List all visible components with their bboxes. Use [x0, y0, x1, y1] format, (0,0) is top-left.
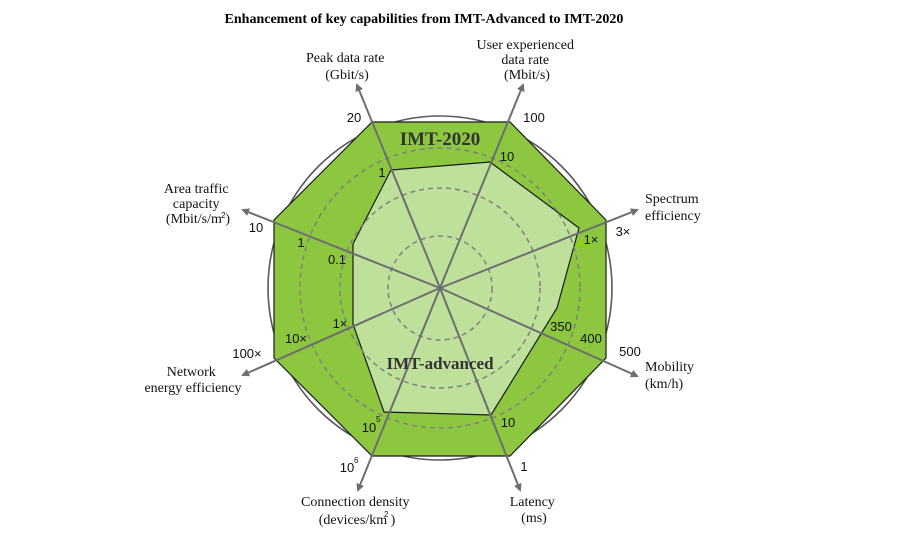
- imt-2020-label: IMT-2020: [400, 129, 481, 150]
- dashed-ring-middle: [339, 187, 541, 389]
- dashed-ring-outer: [299, 147, 581, 429]
- axis-user-experienced-data-rate: [439, 83, 525, 289]
- axis-mobility: [439, 287, 639, 378]
- tick-latency-imt-advanced: 10: [501, 415, 515, 430]
- tick-mobility-imt2020: 500: [619, 344, 641, 359]
- tick-area-imt2020: 10: [249, 220, 263, 235]
- tick-user-rate-imt-advanced: 10: [500, 149, 514, 164]
- axis-label-connection-density-sup: 2: [384, 510, 389, 519]
- tick-energy-10x: 10×: [285, 331, 307, 346]
- axis-label-peak-data-rate: Peak data rate (Gbit/s): [306, 51, 388, 83]
- tick-energy-imt2020: 100×: [232, 346, 261, 361]
- axis-label-latency: Latency (ms): [510, 495, 559, 526]
- axis-label-mobility: Mobility (km/h): [645, 360, 698, 392]
- tick-connection-imt-advanced: 10: [362, 420, 376, 435]
- axis-label-user-experienced-data-rate: User experienced data rate (Mbit/s): [476, 38, 577, 83]
- tick-mobility-imt-advanced: 350: [550, 319, 572, 334]
- tick-energy-imt-advanced: 1×: [333, 316, 348, 331]
- axis-connection-density: [356, 287, 441, 492]
- tick-spectrum-imt-advanced: 1×: [584, 232, 599, 247]
- axis-area-traffic-capacity: [241, 208, 441, 289]
- tick-peak-imt2020: 20: [347, 110, 361, 125]
- tick-area-imt-advanced: 0.1: [328, 252, 346, 267]
- tick-connection-imt-advanced-sup: 5: [376, 415, 381, 424]
- axis-label-connection-density: Connection density (devices/km ): [301, 495, 413, 528]
- axis-label-spectrum-efficiency: Spectrum efficiency: [645, 192, 702, 224]
- tick-latency-imt2020: 1: [520, 459, 527, 474]
- tick-user-rate-imt2020: 100: [523, 110, 545, 125]
- axis-latency: [439, 287, 522, 492]
- axis-label-area-traffic-capacity-sup: 2: [221, 211, 226, 220]
- imt-advanced-label: IMT-advanced: [386, 354, 494, 373]
- axis-label-network-energy-efficiency: Network energy efficiency: [144, 365, 241, 396]
- outer-circle: [267, 115, 613, 461]
- tick-area-1: 1: [297, 235, 304, 250]
- tick-connection-imt2020: 10: [340, 460, 354, 475]
- tick-peak-imt-advanced: 1: [378, 165, 385, 180]
- tick-spectrum-imt2020: 3×: [616, 224, 631, 239]
- axis-peak-data-rate: [355, 83, 441, 289]
- dashed-rings: [299, 147, 581, 429]
- axis-network-energy-efficiency: [241, 287, 441, 377]
- diagram-title: Enhancement of key capabilities from IMT…: [225, 12, 624, 27]
- axis-spokes: [241, 83, 639, 492]
- axis-label-area-traffic-capacity: Area traffic capacity (Mbit/s/m ): [164, 182, 232, 227]
- axis-spectrum-efficiency: [439, 208, 639, 289]
- tick-connection-imt2020-sup: 6: [354, 456, 359, 465]
- dashed-ring-inner: [387, 235, 493, 341]
- tick-mobility-400: 400: [580, 331, 602, 346]
